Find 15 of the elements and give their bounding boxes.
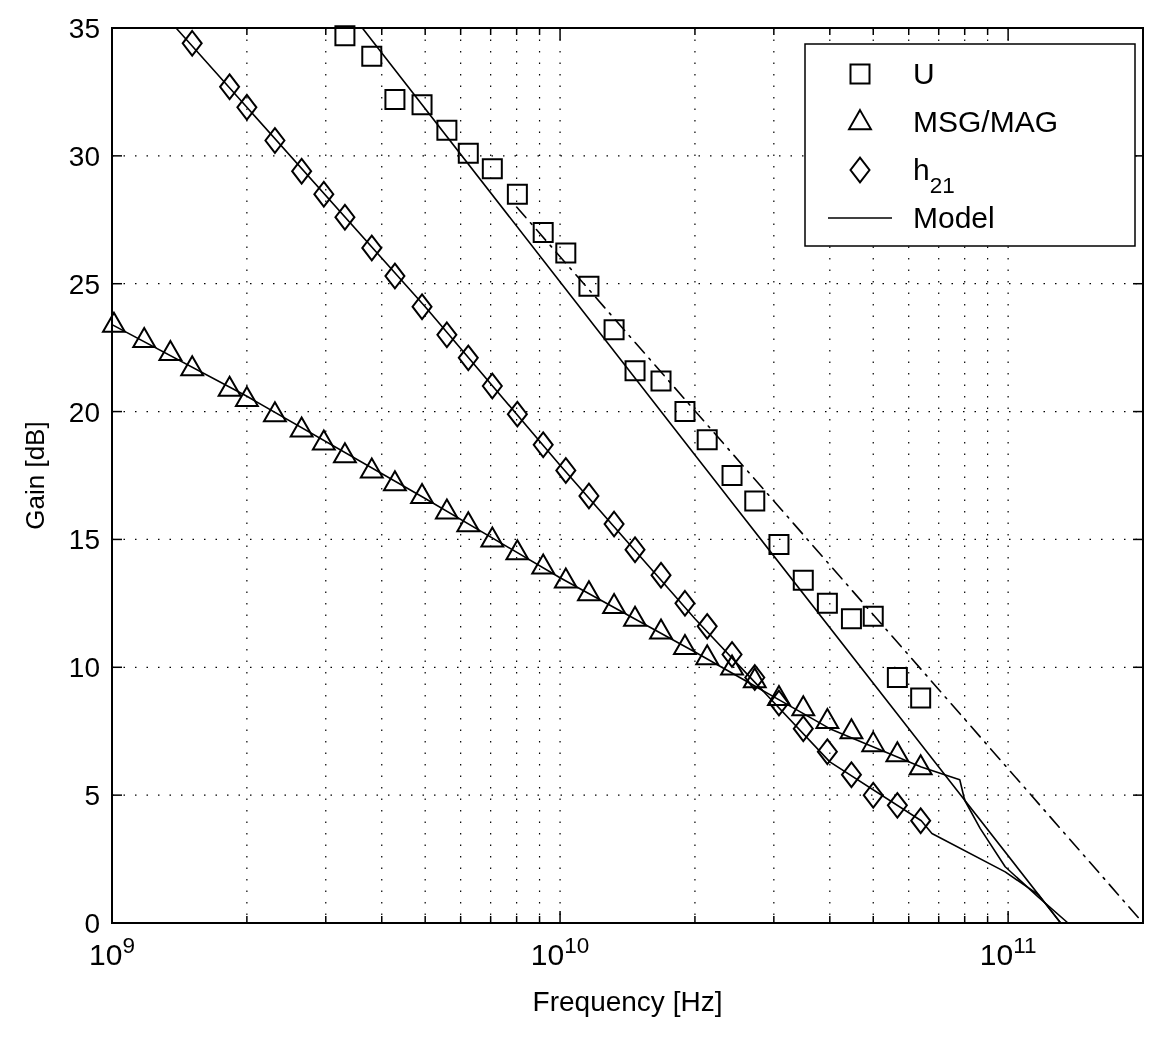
y-tick-label: 10 xyxy=(68,652,100,684)
y-tick-label: 25 xyxy=(68,268,100,300)
y-tick-label: 30 xyxy=(68,140,100,172)
x-tick-label: 10$^{11}$ xyxy=(979,932,1037,971)
x-tick-label: 10$^{10}$ xyxy=(530,932,590,971)
x-axis-title: Frequency [Hz] xyxy=(532,986,723,1017)
y-axis-title: Gain [dB] xyxy=(20,421,50,530)
legend-label: U xyxy=(913,57,935,90)
legend-label: MSG/MAG xyxy=(913,105,1059,138)
y-tick-label: 35 xyxy=(68,13,100,44)
y-tick-label: 5 xyxy=(84,780,100,812)
legend-label: Model xyxy=(913,201,995,234)
legend-label: h$_{21}$ xyxy=(913,153,955,198)
y-tick-label: 20 xyxy=(68,396,100,428)
y-tick-label: 15 xyxy=(68,524,100,556)
